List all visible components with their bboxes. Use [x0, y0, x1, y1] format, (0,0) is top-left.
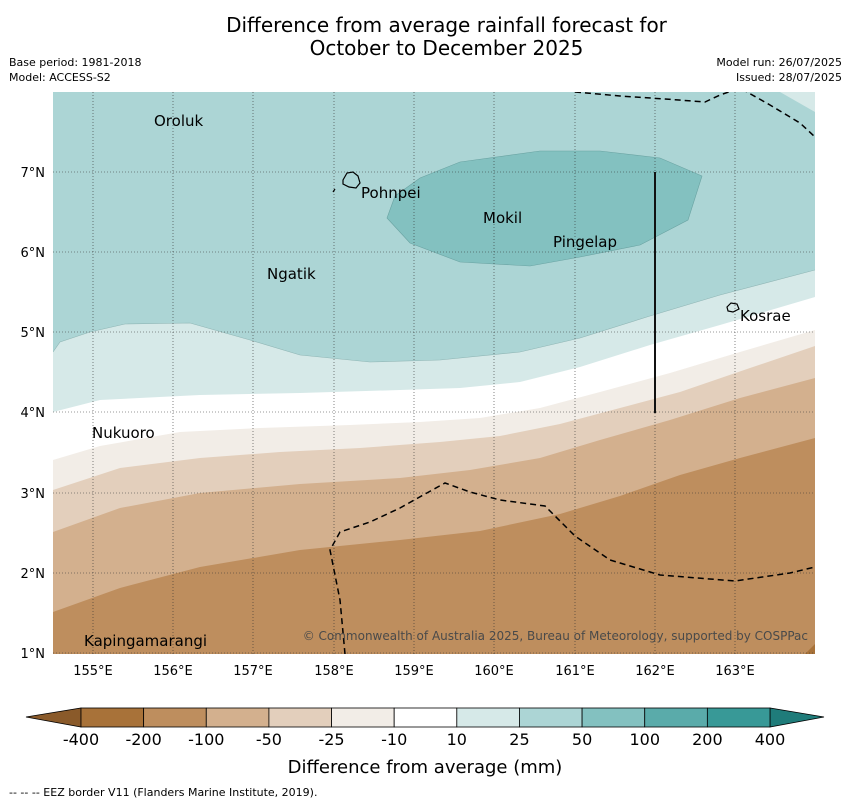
band-50-100 — [387, 151, 702, 266]
colorbar: -400 -200 -100 -50 -25 -10 10 25 50 100 200 400 — [25, 707, 825, 749]
model-run: Model run: 26/07/2025 — [716, 56, 842, 69]
place-oroluk: Oroluk — [154, 112, 203, 130]
y-tick: 6°N — [21, 246, 46, 261]
x-tick: 159°E — [394, 664, 434, 679]
place-labels: Oroluk Pohnpei Mokil Pingelap Ngatik Kos… — [84, 112, 791, 650]
meta-left: Base period: 1981-2018 Model: ACCESS-S2 — [9, 55, 141, 85]
place-ngatik: Ngatik — [267, 265, 316, 283]
place-mokil: Mokil — [483, 209, 522, 227]
colorbar-label: Difference from average (mm) — [288, 757, 563, 778]
issued-date: Issued: 28/07/2025 — [735, 71, 842, 84]
title-line-2: October to December 2025 — [309, 36, 584, 60]
meta-right: Model run: 26/07/2025 Issued: 28/07/2025 — [716, 55, 842, 85]
colorbar-segment — [519, 707, 583, 728]
y-tick: 5°N — [21, 326, 46, 341]
band-neg-100-200 — [53, 438, 815, 654]
x-axis-ticks: 155°E 156°E 157°E 158°E 159°E 160°E 161°… — [73, 664, 755, 679]
y-axis-ticks: 7°N 6°N 5°N 4°N 3°N 2°N 1°N — [21, 166, 46, 662]
place-kosrae: Kosrae — [740, 307, 791, 325]
x-tick: 157°E — [233, 664, 273, 679]
eez-border — [329, 92, 815, 654]
islands — [332, 171, 740, 313]
title-line-1: Difference from average rainfall forecas… — [226, 13, 667, 37]
ant-atoll — [332, 188, 336, 193]
base-period: Base period: 1981-2018 — [9, 56, 142, 69]
colorbar-segment — [706, 707, 771, 728]
y-tick: 7°N — [21, 166, 46, 181]
chart-title: Difference from average rainfall forecas… — [0, 14, 850, 60]
colorbar-segment — [393, 707, 458, 728]
colorbar-tick-label: -50 — [256, 730, 282, 749]
colorbar-tick-label: 100 — [629, 730, 660, 749]
x-tick: 162°E — [635, 664, 675, 679]
colorbar-tick-label: -100 — [188, 730, 224, 749]
colorbar-tick-label: 200 — [692, 730, 723, 749]
colorbar-tick-label: -400 — [63, 730, 99, 749]
colorbar-tick-label: -200 — [125, 730, 161, 749]
copyright-notice: © Commonwealth of Australia 2025, Bureau… — [303, 629, 808, 643]
colorbar-extend-low — [25, 707, 82, 728]
colorbar-segment — [205, 707, 270, 728]
y-tick: 1°N — [21, 647, 46, 662]
kosrae-island — [726, 302, 740, 313]
colorbar-extend-high — [769, 707, 825, 728]
x-tick: 160°E — [474, 664, 514, 679]
x-tick: 161°E — [555, 664, 595, 679]
colorbar-tick-label: 400 — [755, 730, 786, 749]
y-tick: 4°N — [21, 406, 46, 421]
model-name: Model: ACCESS-S2 — [9, 71, 111, 84]
y-tick: 2°N — [21, 567, 46, 582]
x-tick: 155°E — [73, 664, 113, 679]
x-tick: 163°E — [715, 664, 755, 679]
colorbar-segment — [644, 707, 708, 728]
colorbar-tick-label: 25 — [509, 730, 529, 749]
colorbar-tick-label: 50 — [572, 730, 592, 749]
colorbar-segment — [331, 707, 395, 728]
pohnpei-island — [342, 171, 361, 189]
colorbar-tick-label: -10 — [381, 730, 407, 749]
x-tick: 156°E — [153, 664, 193, 679]
map-fill-bands — [53, 92, 815, 654]
place-nukuoro: Nukuoro — [92, 424, 155, 442]
colorbar-segment — [456, 707, 520, 728]
colorbar-tick-label: -25 — [318, 730, 344, 749]
place-pohnpei: Pohnpei — [361, 184, 421, 202]
band-neg-200-400 — [805, 644, 815, 654]
place-kapingamarangi: Kapingamarangi — [84, 632, 207, 650]
y-tick: 3°N — [21, 487, 46, 502]
eez-footnote: -- -- -- EEZ border V11 (Flanders Marine… — [9, 786, 318, 799]
place-pingelap: Pingelap — [553, 233, 617, 251]
colorbar-tick-label: 10 — [447, 730, 467, 749]
colorbar-segment — [80, 707, 145, 728]
x-tick: 158°E — [314, 664, 354, 679]
colorbar-segment — [581, 707, 646, 728]
rainfall-map: Oroluk Pohnpei Mokil Pingelap Ngatik Kos… — [21, 92, 825, 778]
colorbar-segment — [143, 707, 207, 728]
colorbar-segment — [268, 707, 332, 728]
